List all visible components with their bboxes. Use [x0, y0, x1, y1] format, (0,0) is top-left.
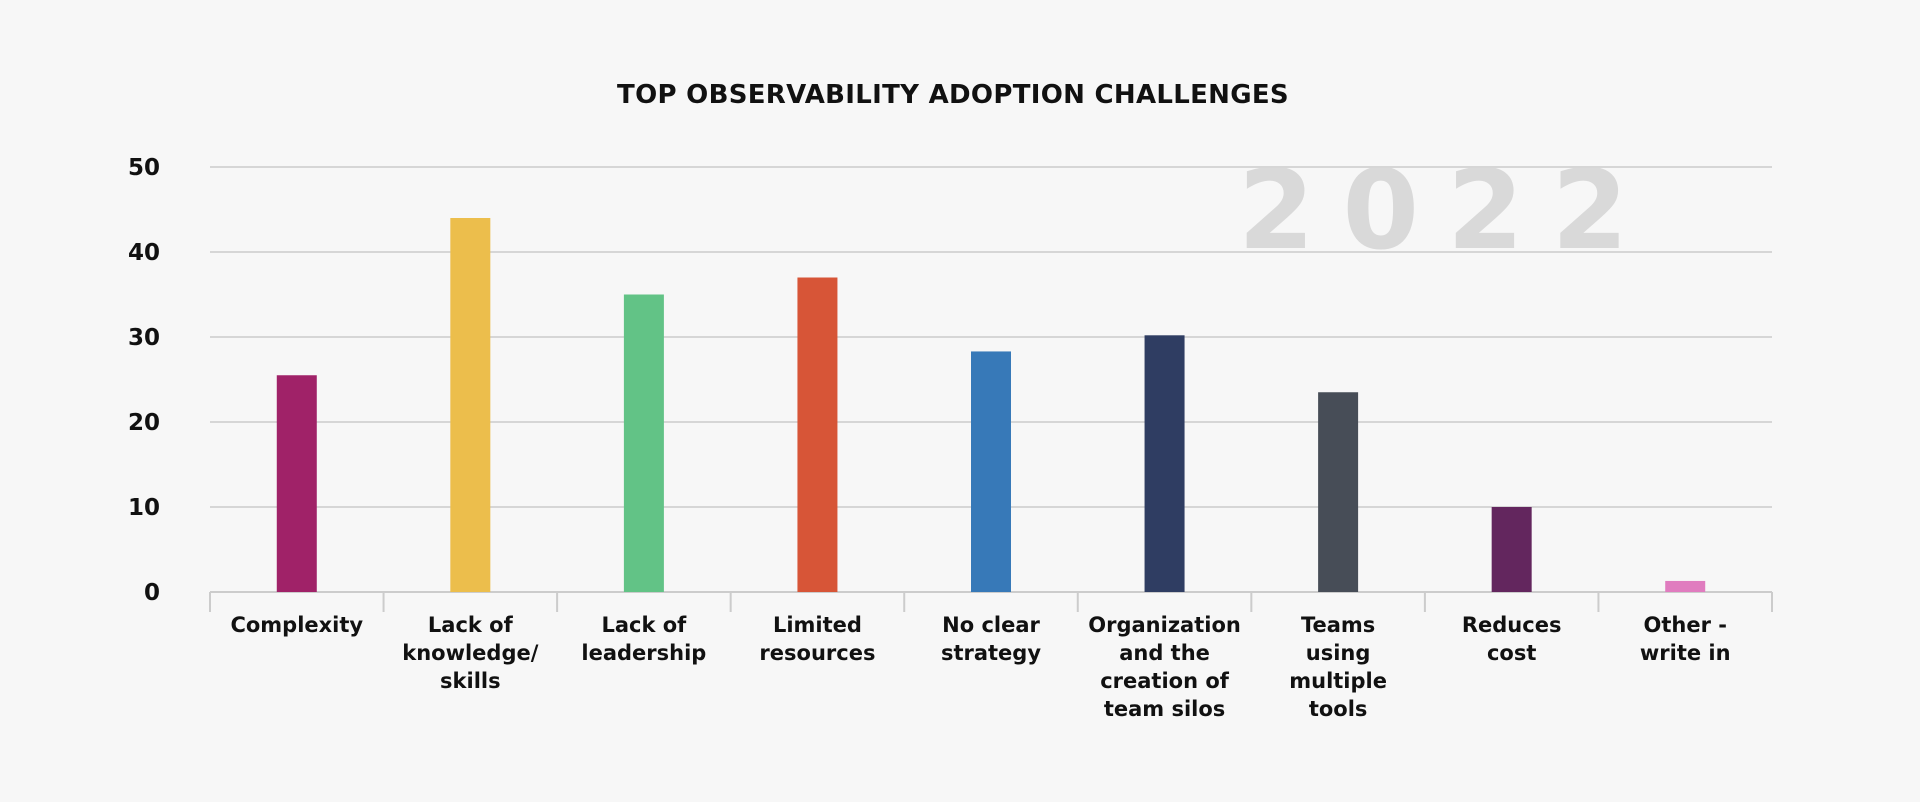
y-tick-label: 10	[128, 495, 160, 521]
bar	[971, 351, 1011, 592]
x-category-label: Complexity	[230, 613, 363, 637]
bar	[450, 218, 491, 592]
year-watermark: 2022	[1238, 146, 1657, 274]
y-axis-ticks: 0 10 20 30 40 50	[128, 155, 160, 606]
x-category-label: Teams using multiple tools	[1289, 613, 1387, 721]
bar	[797, 277, 838, 592]
bar	[623, 294, 664, 592]
x-category-label: Reduces cost	[1462, 613, 1562, 665]
chart-title: TOP OBSERVABILITY ADOPTION CHALLENGES	[617, 80, 1289, 110]
y-tick-label: 50	[128, 155, 160, 181]
y-tick-label: 30	[128, 325, 160, 351]
x-category-label: Other -write in	[1640, 613, 1731, 665]
bar	[1491, 507, 1532, 592]
y-tick-label: 20	[128, 410, 160, 436]
bar	[1665, 580, 1706, 592]
x-axis-labels: Complexity Lack of knowledge/skills Lack of…	[230, 613, 1730, 721]
x-category-label: Limited resources	[759, 613, 875, 665]
x-category-label: Lack of leadership	[581, 613, 706, 665]
bars	[276, 218, 1706, 592]
x-category-label: No clear strategy	[941, 613, 1041, 665]
bar	[1318, 392, 1359, 592]
bar	[276, 375, 317, 592]
x-axis	[209, 591, 1773, 612]
x-category-label: Lack of knowledge/skills	[402, 613, 538, 693]
bar	[1144, 335, 1185, 592]
x-category-label: Organization and the creation of team silos	[1088, 613, 1241, 721]
y-tick-label: 0	[144, 580, 160, 606]
y-tick-label: 40	[128, 240, 160, 266]
